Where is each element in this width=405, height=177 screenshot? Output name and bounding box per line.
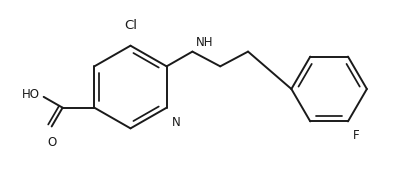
Text: NH: NH bbox=[195, 36, 213, 49]
Text: F: F bbox=[353, 129, 360, 142]
Text: O: O bbox=[47, 136, 56, 149]
Text: N: N bbox=[172, 116, 180, 129]
Text: Cl: Cl bbox=[124, 19, 137, 32]
Text: HO: HO bbox=[22, 88, 40, 101]
